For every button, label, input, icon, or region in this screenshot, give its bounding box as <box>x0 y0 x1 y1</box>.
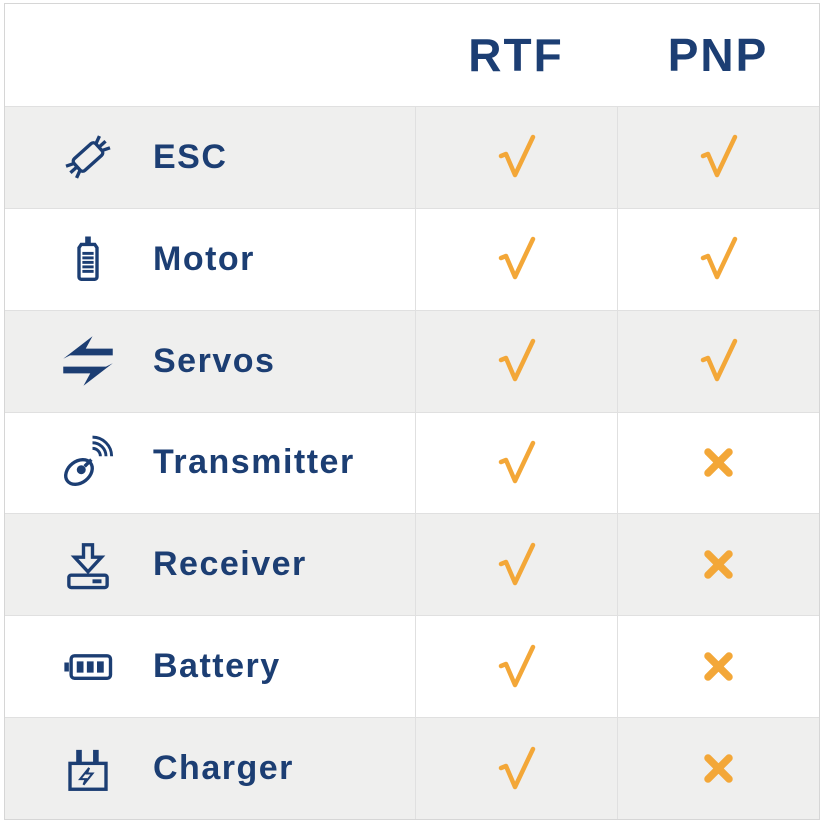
check-icon <box>496 542 538 588</box>
pnp-cell <box>617 310 819 412</box>
table-header-row: RTF PNP <box>5 4 819 106</box>
row-label-cell: Receiver <box>5 514 415 615</box>
rtf-cell <box>415 310 617 412</box>
rtf-cell <box>415 616 617 718</box>
row-label-cell: Motor <box>5 209 415 310</box>
row-label: Charger <box>153 749 294 788</box>
charger-icon <box>61 742 115 796</box>
header-empty-cell <box>5 4 415 106</box>
check-icon <box>496 134 538 180</box>
transmitter-icon <box>61 435 115 490</box>
check-icon <box>496 644 538 690</box>
check-icon <box>496 746 538 792</box>
esc-icon <box>61 130 115 184</box>
check-icon <box>496 236 538 282</box>
cross-icon <box>703 447 734 478</box>
row-label: Servos <box>153 341 276 380</box>
battery-icon <box>61 640 115 694</box>
column-header-rtf: RTF <box>468 28 564 81</box>
rtf-cell <box>415 208 617 310</box>
pnp-cell <box>617 514 819 616</box>
check-icon <box>698 338 740 384</box>
row-label-cell: Battery <box>5 616 415 717</box>
rtf-cell <box>415 718 617 819</box>
receiver-icon <box>61 538 115 592</box>
check-icon <box>698 134 740 180</box>
check-icon <box>698 236 740 282</box>
pnp-cell <box>617 106 819 208</box>
rtf-cell <box>415 514 617 616</box>
row-label-cell: ESC <box>5 107 415 208</box>
check-icon <box>496 440 538 486</box>
pnp-cell <box>617 616 819 718</box>
column-header-pnp: PNP <box>667 28 769 81</box>
row-label: ESC <box>153 137 228 176</box>
motor-icon <box>61 232 115 286</box>
rtf-cell <box>415 106 617 208</box>
cross-icon <box>703 651 734 682</box>
row-label-cell: Transmitter <box>5 413 415 514</box>
table-row: Charger <box>5 717 819 819</box>
row-label: Motor <box>153 239 255 278</box>
row-label-cell: Charger <box>5 718 415 819</box>
row-label: Battery <box>153 647 281 686</box>
table-row: Transmitter <box>5 411 819 514</box>
servos-icon <box>61 334 115 388</box>
row-label-cell: Servos <box>5 311 415 412</box>
row-label: Transmitter <box>153 443 355 482</box>
comparison-table: RTF PNP ESC Motor Servos <box>4 3 820 820</box>
cross-icon <box>703 753 734 784</box>
row-label: Receiver <box>153 545 307 584</box>
table-row: Receiver <box>5 513 819 616</box>
cross-icon <box>703 549 734 580</box>
table-row: Motor <box>5 207 819 310</box>
pnp-cell <box>617 718 819 819</box>
rtf-cell <box>415 412 617 514</box>
pnp-cell <box>617 208 819 310</box>
pnp-cell <box>617 412 819 514</box>
table-row: Battery <box>5 615 819 718</box>
check-icon <box>496 338 538 384</box>
table-row: Servos <box>5 309 819 412</box>
table-row: ESC <box>5 105 819 208</box>
